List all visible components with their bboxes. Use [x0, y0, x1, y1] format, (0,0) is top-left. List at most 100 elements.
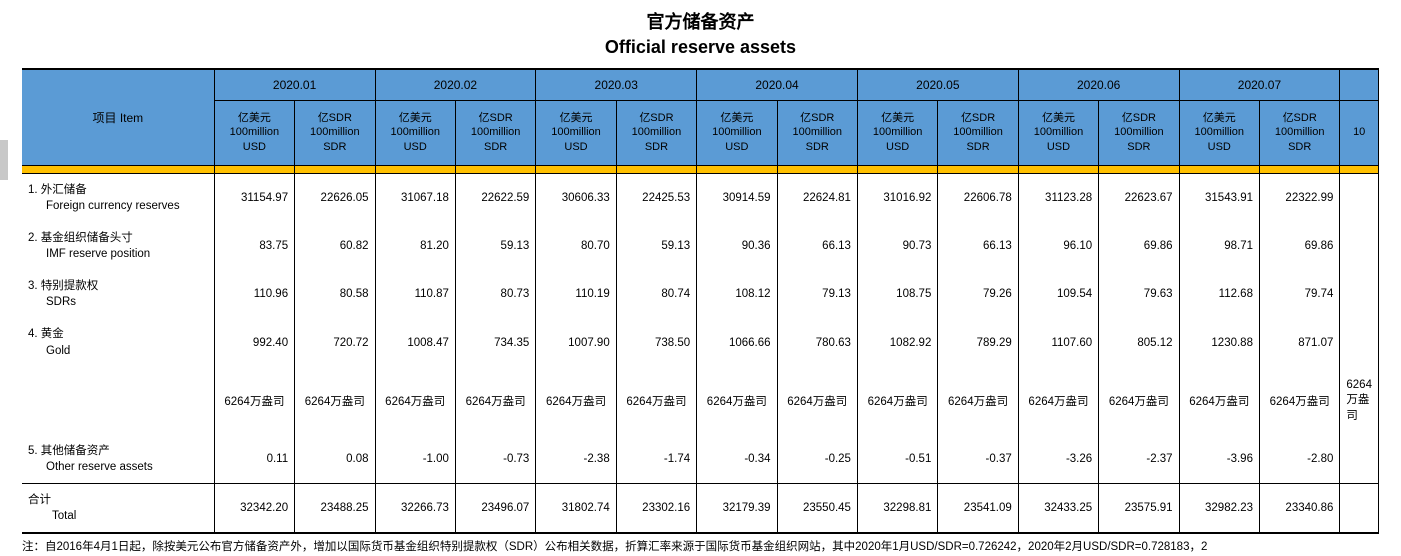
header-sub-sdr: 亿SDR100millionSDR	[777, 100, 857, 165]
data-cell-partial	[1340, 173, 1379, 222]
data-cell: 98.71	[1179, 222, 1259, 270]
data-cell: 31123.28	[1018, 173, 1098, 222]
header-sub-usd: 亿美元100millionUSD	[214, 100, 294, 165]
gold-unit-cell: 6264万盎司	[455, 367, 535, 435]
data-cell-partial	[1340, 483, 1379, 533]
data-cell: 805.12	[1099, 318, 1179, 366]
data-cell: 80.58	[295, 270, 375, 318]
header-sub-sdr: 亿SDR100millionSDR	[616, 100, 696, 165]
data-cell: 32433.25	[1018, 483, 1098, 533]
data-cell: 79.26	[938, 270, 1018, 318]
gold-unit-cell: 6264万盎司	[1099, 367, 1179, 435]
header-period-1: 2020.02	[375, 70, 536, 100]
gold-unit-cell: 6264万盎司	[938, 367, 1018, 435]
data-cell: 83.75	[214, 222, 294, 270]
header-row-periods: 项目 Item 2020.01 2020.02 2020.03 2020.04 …	[22, 70, 1379, 100]
data-cell: -3.26	[1018, 435, 1098, 484]
header-sub-usd: 亿美元100millionUSD	[1179, 100, 1259, 165]
reserve-table: 项目 Item 2020.01 2020.02 2020.03 2020.04 …	[22, 70, 1379, 534]
header-period-2: 2020.03	[536, 70, 697, 100]
data-cell: 32179.39	[697, 483, 777, 533]
header-period-5: 2020.06	[1018, 70, 1179, 100]
data-cell: 22624.81	[777, 173, 857, 222]
header-period-3: 2020.04	[697, 70, 858, 100]
table-row: 4. 黄金Gold992.40720.721008.47734.351007.9…	[22, 318, 1379, 366]
header-row-units: 亿美元100millionUSD 亿SDR100millionSDR 亿美元10…	[22, 100, 1379, 165]
row-label-cn: 5. 其他储备资产	[28, 445, 110, 457]
data-cell: -1.74	[616, 435, 696, 484]
row-label-en: IMF reserve position	[28, 246, 208, 262]
gold-unit-cell: 6264万盎司	[375, 367, 455, 435]
data-cell: 22623.67	[1099, 173, 1179, 222]
data-cell: 0.08	[295, 435, 375, 484]
row-label-en: Other reserve assets	[28, 459, 208, 475]
data-cell: 30914.59	[697, 173, 777, 222]
data-cell: 789.29	[938, 318, 1018, 366]
data-cell: 69.86	[1099, 222, 1179, 270]
row-label: 1. 外汇储备Foreign currency reserves	[22, 173, 214, 222]
data-cell: 110.87	[375, 270, 455, 318]
data-cell: 734.35	[455, 318, 535, 366]
data-cell: 30606.33	[536, 173, 616, 222]
data-cell: 110.19	[536, 270, 616, 318]
data-cell: 109.54	[1018, 270, 1098, 318]
data-cell: 96.10	[1018, 222, 1098, 270]
accent-row	[22, 165, 1379, 173]
row-label: 3. 特别提款权SDRs	[22, 270, 214, 318]
table-body: 1. 外汇储备Foreign currency reserves31154.97…	[22, 173, 1379, 533]
table-row: 5. 其他储备资产 Other reserve assets 0.110.08 -1.…	[22, 435, 1379, 484]
data-cell: 110.96	[214, 270, 294, 318]
row-label: 4. 黄金Gold	[22, 318, 214, 366]
data-cell: 23496.07	[455, 483, 535, 533]
table-row: 6264万盎司6264万盎司6264万盎司6264万盎司6264万盎司6264万…	[22, 367, 1379, 435]
data-cell: 23541.09	[938, 483, 1018, 533]
data-cell: -0.25	[777, 435, 857, 484]
data-cell: 22622.59	[455, 173, 535, 222]
data-cell-partial	[1340, 270, 1379, 318]
row-label: 合计Total	[22, 483, 214, 533]
data-cell: 720.72	[295, 318, 375, 366]
data-cell: 112.68	[1179, 270, 1259, 318]
gold-unit-cell: 6264万盎司	[295, 367, 375, 435]
table-row: 1. 外汇储备Foreign currency reserves31154.97…	[22, 173, 1379, 222]
data-cell: 79.74	[1259, 270, 1339, 318]
data-cell: 1008.47	[375, 318, 455, 366]
data-cell: 66.13	[938, 222, 1018, 270]
title-cn: 官方储备资产	[0, 10, 1401, 35]
table-row: 合计Total32342.2023488.2532266.7323496.073…	[22, 483, 1379, 533]
data-cell: -0.37	[938, 435, 1018, 484]
data-cell: 80.70	[536, 222, 616, 270]
scrollbar-vertical[interactable]	[0, 140, 8, 180]
data-cell: -2.37	[1099, 435, 1179, 484]
row-label-cn: 合计	[28, 494, 51, 506]
row-label-cn: 2. 基金组织储备头寸	[28, 232, 133, 244]
row-label-en: SDRs	[28, 294, 208, 310]
page-root: 官方储备资产 Official reserve assets 项目 Item 2…	[0, 0, 1401, 556]
data-cell: 69.86	[1259, 222, 1339, 270]
data-cell: -0.34	[697, 435, 777, 484]
data-cell: 23575.91	[1099, 483, 1179, 533]
data-cell: 90.73	[857, 222, 937, 270]
data-cell: -3.96	[1179, 435, 1259, 484]
data-cell: 79.63	[1099, 270, 1179, 318]
data-cell: 780.63	[777, 318, 857, 366]
data-cell: -2.38	[536, 435, 616, 484]
data-cell: 32982.23	[1179, 483, 1259, 533]
data-cell: 0.11	[214, 435, 294, 484]
data-cell: 31543.91	[1179, 173, 1259, 222]
header-sub-usd: 亿美元100millionUSD	[697, 100, 777, 165]
data-cell: 23550.45	[777, 483, 857, 533]
gold-unit-cell: 6264万盎司	[536, 367, 616, 435]
gold-unit-cell: 6264万盎司	[1340, 367, 1379, 435]
data-cell: 66.13	[777, 222, 857, 270]
row-label-cn: 4. 黄金	[28, 328, 64, 340]
header-period-partial	[1340, 70, 1379, 100]
data-cell: 31016.92	[857, 173, 937, 222]
data-cell: 31802.74	[536, 483, 616, 533]
row-label	[22, 367, 214, 435]
data-cell: 60.82	[295, 222, 375, 270]
data-cell: 90.36	[697, 222, 777, 270]
header-sub-usd: 亿美元100millionUSD	[375, 100, 455, 165]
data-cell: 59.13	[616, 222, 696, 270]
data-cell: 80.73	[455, 270, 535, 318]
